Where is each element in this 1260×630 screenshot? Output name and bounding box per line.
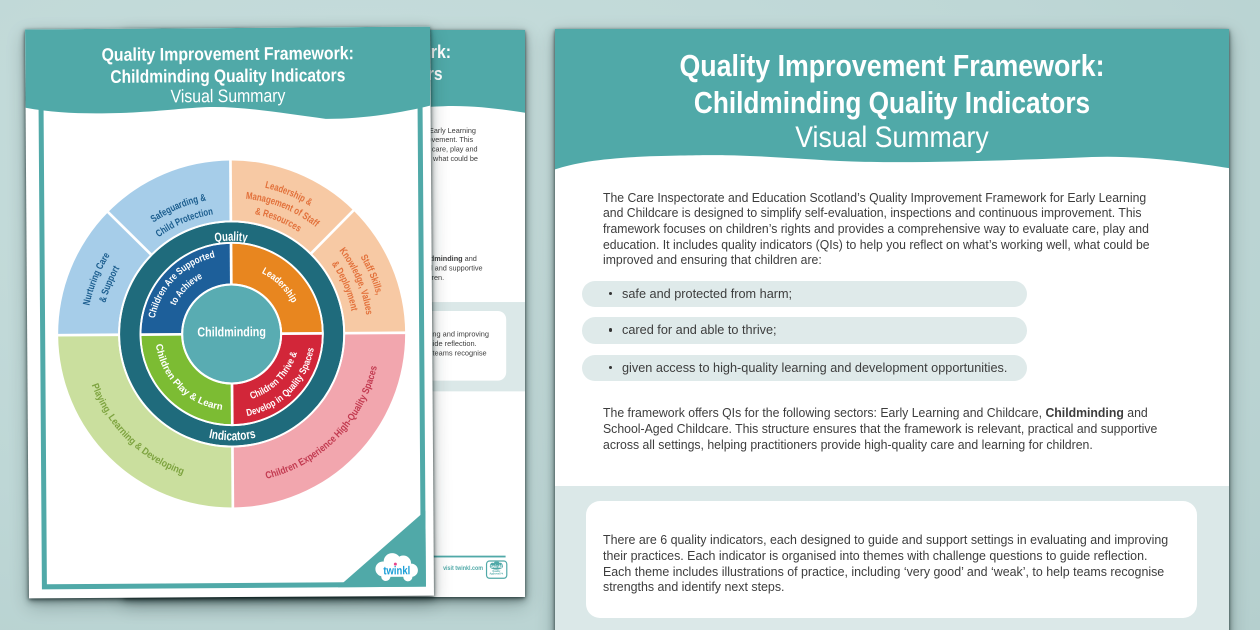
- svg-text:Childminding: Childminding: [197, 324, 266, 339]
- svg-text:Indicators: Indicators: [208, 425, 257, 443]
- svg-text:Approved ✎: Approved ✎: [490, 573, 504, 576]
- svg-text:twinkl: twinkl: [491, 564, 503, 569]
- svg-text:twinkl: twinkl: [383, 565, 410, 577]
- svg-text:Quality: Quality: [492, 570, 501, 573]
